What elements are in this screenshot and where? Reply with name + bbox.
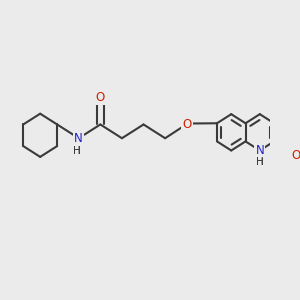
Text: O: O [96,91,105,104]
Text: H: H [256,157,264,167]
Text: H: H [73,146,81,156]
Text: O: O [182,118,191,131]
Text: N: N [255,144,264,157]
Text: N: N [255,144,264,157]
Text: O: O [291,149,300,162]
Text: O: O [291,149,300,162]
Text: N: N [74,132,83,145]
Text: H: H [73,146,81,156]
Text: N: N [74,132,83,145]
Text: H: H [256,157,264,167]
Text: O: O [96,91,105,104]
Text: O: O [182,118,191,131]
